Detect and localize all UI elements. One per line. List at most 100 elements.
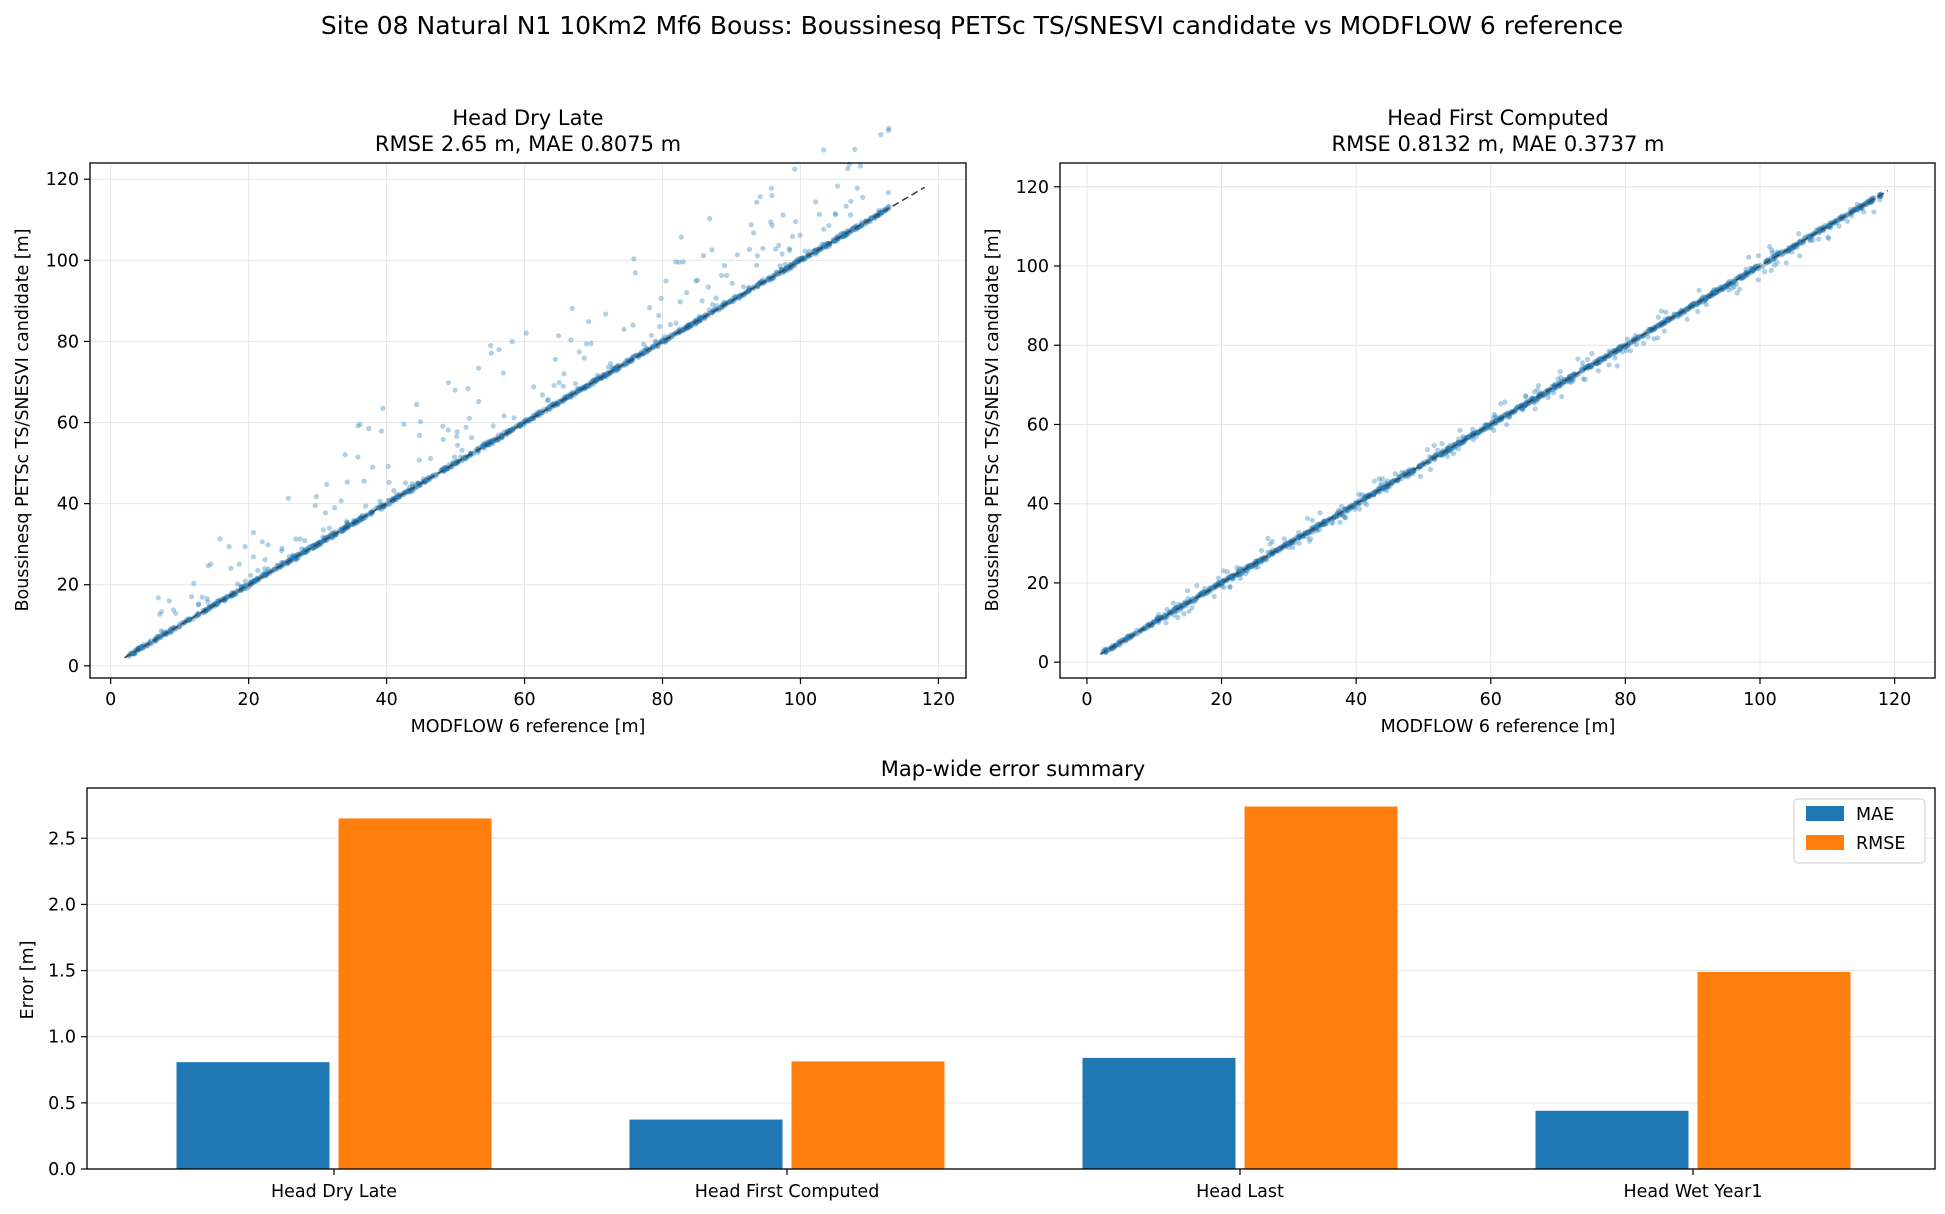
- scatter-point: [587, 383, 593, 389]
- scatter-point: [860, 194, 866, 200]
- scatter-point: [531, 384, 537, 390]
- scatter-point: [555, 401, 561, 407]
- scatter-point: [785, 264, 791, 270]
- scatter-point: [614, 364, 620, 370]
- scatter-point: [697, 317, 703, 323]
- scatter-point: [233, 590, 239, 596]
- scatter-point: [660, 339, 666, 345]
- scatter-point: [690, 320, 696, 326]
- scatter-point: [489, 437, 495, 444]
- scatter-point: [148, 641, 154, 647]
- scatter-point: [380, 405, 386, 411]
- scatter-point: [871, 215, 877, 221]
- scatter-point: [1871, 209, 1877, 215]
- scatter-point: [841, 233, 848, 239]
- scatter-point: [746, 288, 752, 295]
- scatter-point: [243, 582, 249, 588]
- scatter-point: [357, 515, 363, 521]
- scatter-point: [1633, 341, 1639, 347]
- scatter-point: [147, 640, 154, 646]
- scatter-point: [451, 454, 458, 460]
- scatter-points: [125, 125, 892, 659]
- scatter-point: [290, 555, 296, 561]
- scatter-point: [603, 311, 609, 317]
- scatter-point: [1557, 369, 1563, 375]
- scatter-point: [613, 365, 619, 371]
- scatter-point: [1810, 237, 1816, 243]
- scatter-point: [511, 415, 517, 421]
- scatter-point: [719, 302, 725, 309]
- scatter-point: [813, 199, 819, 205]
- scatter-point: [397, 491, 403, 498]
- scatter-point: [1186, 608, 1192, 614]
- scatter-point: [755, 284, 761, 290]
- scatter-point: [632, 353, 638, 359]
- scatter-point: [1306, 538, 1312, 544]
- y-axis-label: Boussinesq PETSc TS/SNESVI candidate [m]: [13, 228, 33, 611]
- scatter-point: [313, 493, 319, 500]
- scatter-point: [463, 424, 469, 430]
- scatter-point: [327, 532, 333, 538]
- scatter-point: [764, 278, 770, 284]
- scatter-point: [452, 387, 458, 393]
- scatter-point: [176, 624, 182, 630]
- scatter-point: [199, 594, 205, 600]
- scatter-point: [471, 451, 477, 457]
- panel-title-line1: Head Dry Late: [452, 106, 603, 130]
- scatter-point: [157, 633, 163, 639]
- scatter-point: [465, 386, 471, 392]
- scatter-point: [1655, 335, 1661, 341]
- scatter-point: [575, 389, 582, 395]
- scatter-point: [641, 350, 647, 357]
- scatter-point: [1329, 519, 1335, 525]
- scatter-point: [420, 476, 427, 482]
- scatter-point: [1696, 287, 1702, 293]
- scatter-point: [736, 295, 742, 301]
- scatter-point: [442, 465, 448, 471]
- scatter-point: [811, 248, 817, 254]
- scatter-point: [832, 211, 838, 217]
- scatter-point: [342, 452, 348, 458]
- scatter-point: [498, 434, 504, 440]
- scatter-point: [584, 383, 590, 389]
- scatter-point: [324, 481, 330, 487]
- scatter-point: [452, 461, 458, 467]
- scatter-point: [291, 554, 297, 560]
- scatter-point: [769, 192, 775, 199]
- scatter-point: [1426, 454, 1432, 460]
- scatter-point: [213, 602, 219, 608]
- x-tick-label: 120: [922, 690, 955, 710]
- scatter-point: [1163, 620, 1169, 626]
- scatter-point: [480, 445, 487, 451]
- scatter-point: [854, 185, 860, 191]
- scatter-point: [1746, 254, 1752, 260]
- scatter-point: [754, 253, 760, 259]
- scatter-point: [696, 313, 702, 320]
- scatter-point: [1384, 478, 1390, 484]
- scatter-point: [1568, 379, 1575, 385]
- scatter-point: [746, 287, 752, 293]
- y-tick-label: 120: [1016, 178, 1049, 198]
- scatter-point: [657, 323, 663, 330]
- scatter-point: [678, 234, 685, 240]
- scatter-point: [1265, 535, 1271, 542]
- scatter-point: [215, 601, 221, 607]
- scatter-point: [155, 595, 161, 601]
- scatter-point: [523, 330, 529, 336]
- scatter-point: [658, 295, 664, 302]
- scatter-point: [630, 322, 636, 328]
- x-tick-label: 80: [1614, 690, 1636, 710]
- scatter-point: [821, 226, 827, 232]
- scatter-point: [175, 624, 181, 630]
- scatter-point: [566, 392, 572, 398]
- scatter-point: [472, 448, 478, 454]
- scatter-point: [409, 481, 415, 487]
- scatter-point: [1624, 336, 1630, 342]
- scatter-point: [876, 207, 882, 213]
- scatter-point: [245, 584, 251, 590]
- scatter-point: [757, 194, 763, 200]
- scatter-point: [668, 334, 675, 340]
- scatter-point: [137, 644, 143, 650]
- scatter-point: [385, 501, 391, 507]
- x-tick-label: 40: [1345, 690, 1367, 710]
